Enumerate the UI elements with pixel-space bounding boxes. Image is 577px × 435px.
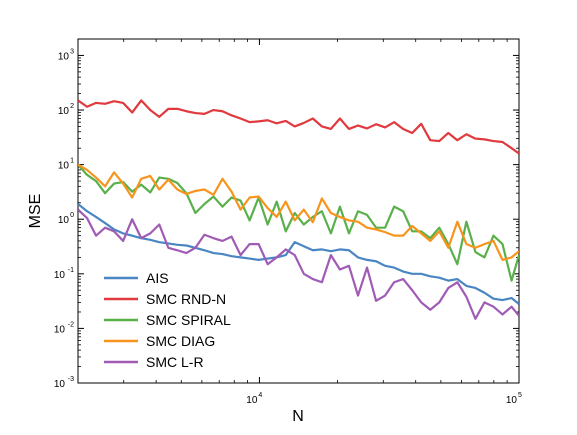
y-tick-label-exponent: 3 xyxy=(70,48,74,55)
x-tick-label: 10 xyxy=(506,395,518,406)
y-tick-label: 10 xyxy=(54,379,66,390)
plot-frame xyxy=(77,38,520,384)
y-tick-label: 10 xyxy=(54,270,66,281)
series-line-smc-rnd-n xyxy=(78,99,519,155)
series-line-smc-diag xyxy=(78,163,519,261)
series-line-smc-spiral xyxy=(78,163,519,282)
y-tick-label: 10 xyxy=(58,51,70,62)
legend-label-smc-spiral: SMC SPIRAL xyxy=(146,312,231,328)
x-tick-label-exponent: 5 xyxy=(518,392,522,399)
series-lines xyxy=(78,99,519,320)
y-axis-label: MSE xyxy=(27,194,44,229)
series-line-ais xyxy=(78,203,519,305)
x-tick-label: 10 xyxy=(246,395,258,406)
series-line-smc-l-r xyxy=(78,208,519,320)
y-tick-label-exponent: -1 xyxy=(68,267,74,274)
y-tick-label: 10 xyxy=(58,215,70,226)
legend-label-smc-diag: SMC DIAG xyxy=(146,333,215,349)
y-tick-label: 10 xyxy=(58,106,70,117)
x-tick-label-exponent: 4 xyxy=(258,392,262,399)
y-tick-label: 10 xyxy=(58,161,70,172)
y-tick-label-exponent: -3 xyxy=(68,376,74,383)
x-axis-label: N xyxy=(292,408,304,425)
y-tick-label: 10 xyxy=(54,324,66,335)
legend-label-smc-l-r: SMC L-R xyxy=(146,354,204,370)
legend-label-smc-rnd-n: SMC RND-N xyxy=(146,291,226,307)
y-tick-label-exponent: 0 xyxy=(70,212,74,219)
y-tick-label-exponent: 1 xyxy=(70,158,74,165)
legend: AIS SMC RND-N SMC SPIRAL SMC DIAG SMC L-R xyxy=(104,270,231,370)
y-tick-label-exponent: -2 xyxy=(68,321,74,328)
legend-label-ais: AIS xyxy=(146,270,169,286)
y-tick-label-exponent: 2 xyxy=(70,103,74,110)
